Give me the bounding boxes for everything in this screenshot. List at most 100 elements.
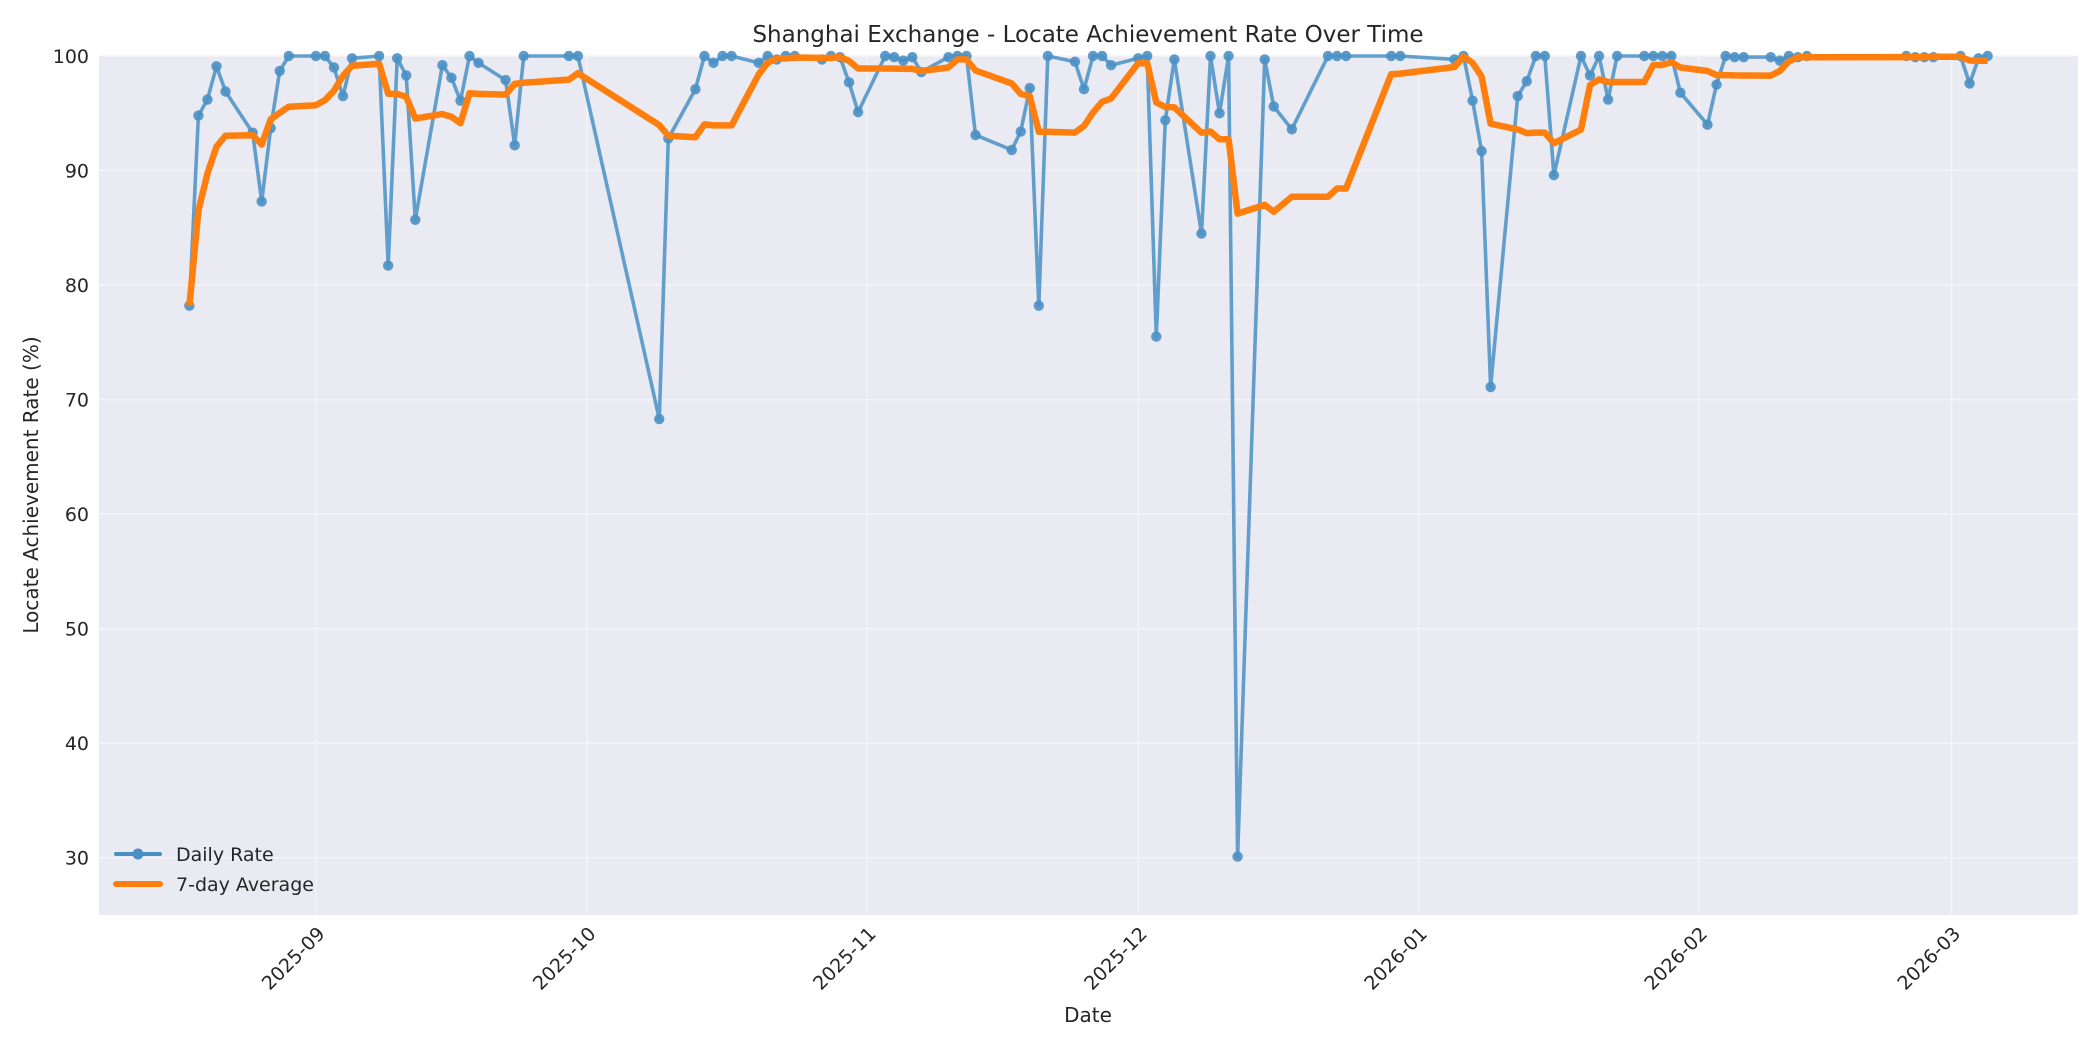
- legend-label-daily-rate: Daily Rate: [176, 844, 274, 866]
- daily-rate-marker: [1015, 126, 1026, 137]
- daily-rate-marker: [455, 95, 466, 106]
- daily-rate-marker: [310, 50, 322, 62]
- daily-rate-marker: [473, 57, 484, 69]
- daily-rate-marker: [446, 72, 457, 83]
- daily-rate-marker: [319, 50, 331, 62]
- x-tick-label: 2026-01: [1360, 923, 1432, 995]
- daily-rate-marker: [654, 413, 665, 425]
- daily-rate-marker: [572, 50, 584, 62]
- daily-rate-marker: [1611, 50, 1623, 62]
- daily-rate-marker: [1729, 51, 1740, 63]
- daily-rate-marker: [1196, 228, 1207, 239]
- daily-rate-marker: [843, 77, 855, 88]
- legend-label-7-day-average: 7-day Average: [176, 874, 314, 896]
- daily-rate-marker: [889, 51, 900, 63]
- daily-rate-marker: [220, 86, 231, 97]
- daily-rate-marker: [437, 59, 448, 71]
- y-axis-label: Locate Achievement Rate (%): [19, 336, 43, 633]
- daily-rate-marker: [1738, 51, 1749, 63]
- legend-item-7-day-average: 7-day Average: [113, 874, 314, 896]
- daily-rate-marker: [1476, 145, 1487, 157]
- daily-rate-marker: [1078, 84, 1090, 95]
- daily-rate-marker: [563, 50, 575, 62]
- daily-rate-marker: [1033, 300, 1044, 311]
- y-tick-label: 90: [65, 161, 89, 183]
- x-tick-label: 2025-09: [258, 923, 330, 995]
- y-tick-label: 30: [65, 848, 89, 870]
- daily-rate-marker: [1331, 50, 1343, 62]
- daily-rate-marker: [509, 140, 520, 151]
- plot-area: [99, 56, 2078, 915]
- daily-rate-marker: [1521, 75, 1532, 87]
- daily-rate-marker: [898, 55, 909, 66]
- daily-rate-marker: [401, 70, 412, 81]
- daily-rate-marker: [1386, 50, 1397, 62]
- daily-rate-marker: [1512, 90, 1523, 102]
- daily-rate-marker: [1702, 119, 1713, 130]
- daily-rate-marker: [1467, 95, 1478, 106]
- daily-rate-marker: [1648, 50, 1659, 62]
- daily-rate-marker: [1657, 50, 1668, 62]
- daily-rate-marker: [256, 196, 267, 207]
- daily-rate-marker: [690, 84, 701, 95]
- daily-rate-marker: [518, 50, 529, 62]
- daily-rate-marker: [1340, 50, 1352, 62]
- y-axis-ticks: 30 40 50 60 70 80 90 100: [53, 46, 89, 870]
- daily-rate-marker: [1268, 101, 1279, 112]
- daily-rate-marker: [1711, 79, 1722, 90]
- daily-rate-marker: [699, 50, 710, 62]
- daily-rate-marker: [337, 90, 349, 102]
- daily-rate-marker: [1720, 50, 1731, 62]
- daily-rate-marker: [879, 50, 891, 62]
- daily-rate-marker: [1774, 55, 1785, 66]
- daily-rate-marker: [1765, 51, 1776, 63]
- daily-rate-marker: [1395, 50, 1406, 62]
- daily-rate-marker: [1548, 169, 1560, 181]
- daily-rate-marker: [382, 260, 394, 271]
- y-tick-label: 100: [53, 46, 89, 68]
- x-tick-label: 2025-10: [529, 923, 601, 995]
- daily-rate-marker: [274, 65, 285, 77]
- daily-rate-marker: [1485, 381, 1496, 393]
- daily-rate-marker: [1530, 50, 1542, 62]
- x-tick-label: 2025-11: [809, 923, 881, 995]
- average-line: [186, 53, 1988, 307]
- daily-rate-marker: [346, 53, 358, 64]
- y-tick-label: 70: [65, 390, 89, 412]
- y-tick-label: 50: [65, 619, 89, 641]
- legend: Daily Rate 7-day Average: [113, 844, 314, 896]
- daily-rate-marker: [1169, 54, 1180, 65]
- daily-rate-marker: [373, 50, 385, 62]
- daily-rate-marker: [1322, 50, 1334, 62]
- daily-rate-marker: [970, 129, 981, 141]
- daily-rate-marker: [1151, 331, 1162, 342]
- daily-rate-marker: [1205, 50, 1216, 62]
- daily-rate-marker: [1286, 124, 1298, 135]
- daily-rate-marker: [1087, 50, 1099, 62]
- daily-rate-marker: [1160, 114, 1171, 126]
- daily-rate-marker: [753, 57, 764, 69]
- daily-rate-marker: [1024, 82, 1035, 94]
- daily-rate-marker: [708, 57, 719, 69]
- y-tick-label: 60: [65, 504, 89, 526]
- daily-rate-marker: [410, 214, 421, 225]
- daily-rate-marker: [907, 51, 918, 63]
- daily-rate-marker: [1069, 56, 1081, 67]
- daily-rate-marker: [193, 110, 204, 121]
- x-tick-label: 2025-12: [1080, 923, 1152, 995]
- daily-rate-marker: [392, 53, 403, 64]
- daily-rate-marker: [1042, 50, 1054, 62]
- daily-rate-marker: [211, 61, 222, 72]
- x-axis-label: Date: [1064, 1003, 1112, 1027]
- daily-rate-marker: [500, 74, 511, 86]
- daily-rate-marker: [1539, 50, 1551, 62]
- daily-rate-marker: [1602, 94, 1614, 105]
- daily-rate-marker: [202, 94, 213, 105]
- daily-rate-marker: [717, 50, 728, 62]
- daily-rate-marker: [1666, 50, 1677, 62]
- daily-rate-marker: [1259, 54, 1270, 65]
- daily-rate-marker: [1223, 50, 1234, 62]
- gridlines: [99, 55, 2078, 915]
- x-tick-label: 2026-03: [1893, 923, 1965, 995]
